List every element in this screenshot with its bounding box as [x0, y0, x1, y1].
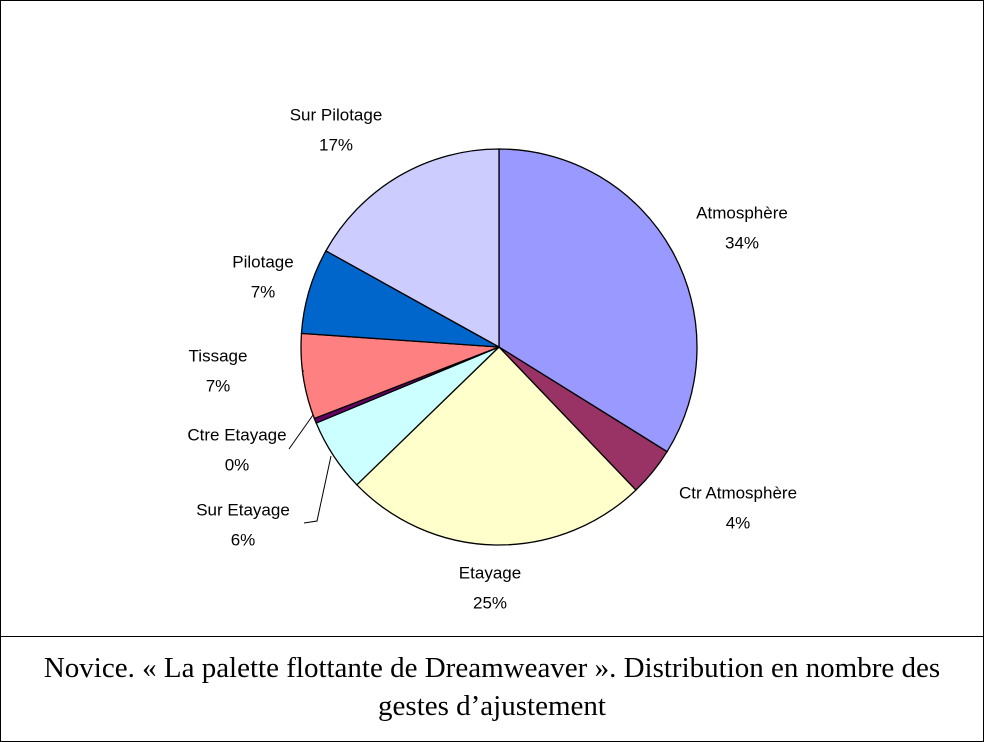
slice-label: Ctre Etayage — [187, 425, 286, 444]
slice-value-label: 7% — [206, 376, 231, 395]
caption: Novice. « La palette flottante de Dreamw… — [1, 636, 983, 741]
slice-label: Etayage — [459, 563, 521, 582]
slice-value-label: 0% — [225, 455, 250, 474]
slice-label: Sur Etayage — [196, 500, 290, 519]
slice-label: Pilotage — [232, 252, 293, 271]
slice-value-label: 34% — [725, 233, 759, 252]
pie-slice — [355, 346, 637, 546]
leader-line — [303, 455, 332, 524]
pie-slice — [325, 148, 500, 349]
leader-line — [288, 414, 314, 450]
slice-value-label: 6% — [231, 530, 256, 549]
slice-label: Atmosphère — [696, 203, 788, 222]
slice-label: Tissage — [189, 346, 248, 365]
slice-value-label: 4% — [726, 513, 751, 532]
chart: Atmosphère 34% Ctr Atmosphère 4% Etayage 25% S… — [187, 105, 797, 612]
slice-value-label: 7% — [251, 282, 276, 301]
pie-slice — [498, 148, 698, 453]
slice-label: Ctr Atmosphère — [679, 483, 797, 502]
slice-value-label: 17% — [319, 135, 353, 154]
slice-label: Sur Pilotage — [290, 105, 383, 124]
slice-value-label: 25% — [473, 593, 507, 612]
